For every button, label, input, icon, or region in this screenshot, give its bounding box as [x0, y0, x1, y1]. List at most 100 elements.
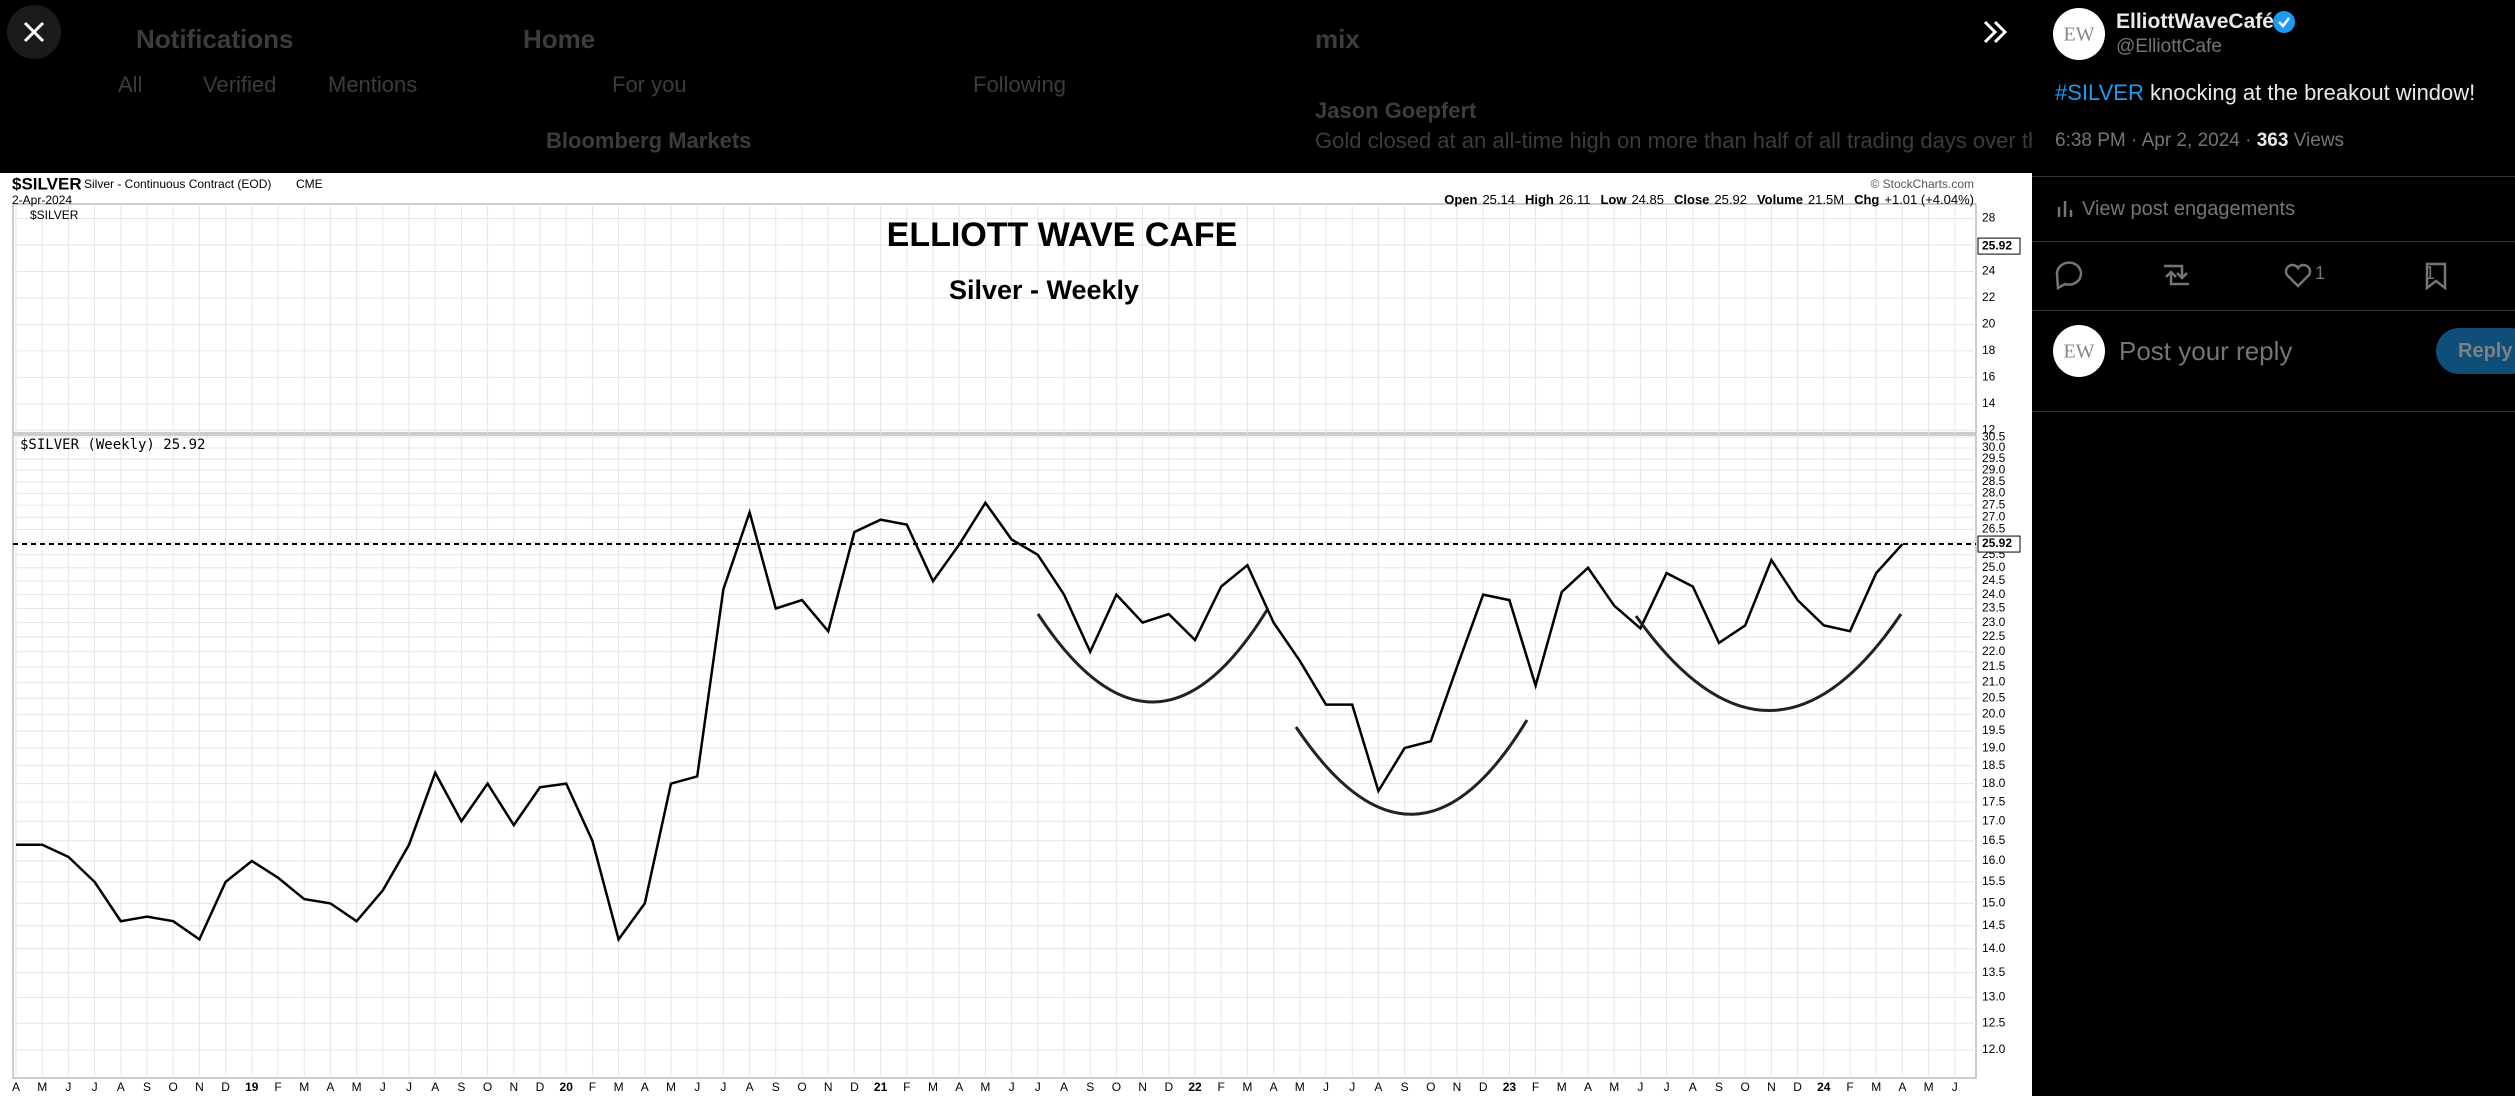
x-tick-label: O — [1426, 1080, 1435, 1094]
chart-bg — [0, 173, 2032, 1096]
y-tick-label: 14.5 — [1982, 918, 2006, 932]
x-tick-label: M — [1242, 1080, 1252, 1094]
separator — [2032, 241, 2515, 242]
y-tick-label: 18.5 — [1982, 758, 2006, 772]
like-icon[interactable] — [2284, 263, 2312, 288]
y-tick-label: 24.0 — [1982, 587, 2006, 601]
y-tick-label: 15.5 — [1982, 874, 2006, 888]
x-tick-label: M — [666, 1080, 676, 1094]
x-tick-label: M — [1609, 1080, 1619, 1094]
post-time[interactable]: 6:38 PM · Apr 2, 2024 · — [2055, 130, 2257, 151]
y-tick-label: 29.0 — [1982, 462, 2006, 476]
x-tick-label: D — [850, 1080, 859, 1094]
x-tick-label: O — [169, 1080, 178, 1094]
chart-subtitle: Silver - Weekly — [949, 275, 1139, 305]
engagements-link[interactable]: View post engagements — [2082, 198, 2296, 220]
x-tick-label: D — [1479, 1080, 1488, 1094]
y-tick-label: 27.0 — [1982, 509, 2006, 523]
bg-user: Bloomberg Markets — [546, 128, 752, 153]
views-label: Views — [2293, 130, 2345, 151]
x-tick-label: M — [299, 1080, 309, 1094]
description: Silver - Continuous Contract (EOD) — [84, 177, 271, 191]
repost-icon[interactable] — [2164, 264, 2189, 286]
reply-input[interactable]: Post your reply — [2119, 336, 2293, 366]
x-tick-label: M — [928, 1080, 938, 1094]
post-meta: 6:38 PM · Apr 2, 2024 · 363 Views — [2055, 130, 2344, 152]
y-tick-label: 22.0 — [1982, 644, 2006, 658]
x-tick-label: D — [1793, 1080, 1802, 1094]
stat-value: 26.11 — [1559, 192, 1591, 207]
x-tick-label: M — [352, 1080, 362, 1094]
stat-value: 25.92 — [1714, 192, 1747, 207]
author-name[interactable]: ElliottWaveCafé — [2116, 10, 2274, 33]
hashtag[interactable]: #SILVER — [2055, 80, 2144, 105]
x-tick-label: N — [1138, 1080, 1147, 1094]
stat-value: 24.85 — [1631, 192, 1664, 207]
panel-frame — [12, 434, 1977, 1079]
author-handle[interactable]: @ElliottCafe — [2116, 36, 2222, 57]
reply-avatar: EW — [2053, 325, 2105, 377]
x-tick-label: N — [1767, 1080, 1776, 1094]
x-tick-label: 21 — [874, 1080, 888, 1094]
y-tick-label: 13.5 — [1982, 965, 2006, 979]
bg-tab: Verified — [203, 72, 277, 97]
bg-text: Gold closed at an all-time high on more … — [1315, 128, 2168, 153]
x-tick-label: M — [1295, 1080, 1305, 1094]
y-tick-label: 24.5 — [1982, 573, 2006, 587]
y-tick-label: 23.5 — [1982, 601, 2006, 615]
x-tick-label: A — [1060, 1080, 1068, 1094]
separator — [2032, 176, 2515, 177]
like-count: 1 — [2315, 263, 2326, 283]
x-tick-label: J — [65, 1080, 71, 1094]
y-tick-label: 17.0 — [1982, 813, 2006, 827]
reply-button[interactable]: Reply — [2436, 328, 2515, 374]
y-tick-label: 27.5 — [1982, 497, 2006, 511]
x-tick-label: J — [380, 1080, 386, 1094]
source: © StockCharts.com — [1870, 177, 1974, 191]
y-tick-label: 19.0 — [1982, 740, 2006, 754]
bg-title: mix — [1315, 24, 1360, 54]
x-tick-label: 22 — [1188, 1080, 1202, 1094]
x-tick-label: A — [1584, 1080, 1592, 1094]
stats: Open 25.14 High 26.11 Low 24.85 Close 25.92 Volu… — [1444, 192, 1974, 207]
x-tick-label: M — [980, 1080, 990, 1094]
x-tick-label: S — [1401, 1080, 1409, 1094]
y-tick-label: 16 — [1982, 370, 1996, 384]
y-tick-label: 24 — [1982, 264, 1996, 278]
x-tick-label: F — [589, 1080, 596, 1094]
bg-tab: Mentions — [328, 72, 418, 97]
x-tick-label: J — [92, 1080, 98, 1094]
y-tick-label: 21.0 — [1982, 675, 2006, 689]
x-tick-label: A — [1374, 1080, 1382, 1094]
y-tick-label: 23.0 — [1982, 615, 2006, 629]
verified-badge — [2273, 11, 2295, 33]
y-tick-label: 13.0 — [1982, 990, 2006, 1004]
x-tick-label: 24 — [1817, 1080, 1831, 1094]
x-tick-label: J — [1349, 1080, 1355, 1094]
expand-icon[interactable] — [1983, 20, 2008, 44]
stat-label: Volume — [1757, 192, 1803, 207]
last-value-badge: 25.92 — [1982, 536, 2012, 550]
bookmark-icon[interactable] — [2425, 262, 2447, 291]
x-tick-label: F — [1218, 1080, 1225, 1094]
y-tick-label: 20 — [1982, 317, 1996, 331]
x-tick-label: A — [955, 1080, 963, 1094]
x-tick-label: J — [406, 1080, 412, 1094]
exchange: CME — [296, 177, 323, 191]
y-tick-label: 30.5 — [1982, 429, 2006, 443]
cup-annotation — [1634, 613, 1903, 712]
separator — [2032, 310, 2515, 311]
close-icon — [23, 21, 45, 43]
last-value-box — [1977, 237, 2021, 255]
post-panel: EW ElliottWaveCafé @ElliottCafe #SILVER … — [2032, 0, 2515, 1096]
x-tick-label: F — [274, 1080, 281, 1094]
reply-icon[interactable] — [2055, 261, 2083, 291]
price-line — [16, 500, 1904, 943]
last-value-badge: 25.92 — [1982, 238, 2012, 252]
engagements-icon — [2057, 201, 2073, 217]
x-tick-label: S — [1715, 1080, 1723, 1094]
x-tick-label: O — [483, 1080, 492, 1094]
action-bar — [2055, 261, 2447, 291]
y-tick-label: 30.0 — [1982, 440, 2006, 454]
svg-text:EW: EW — [2063, 24, 2094, 46]
